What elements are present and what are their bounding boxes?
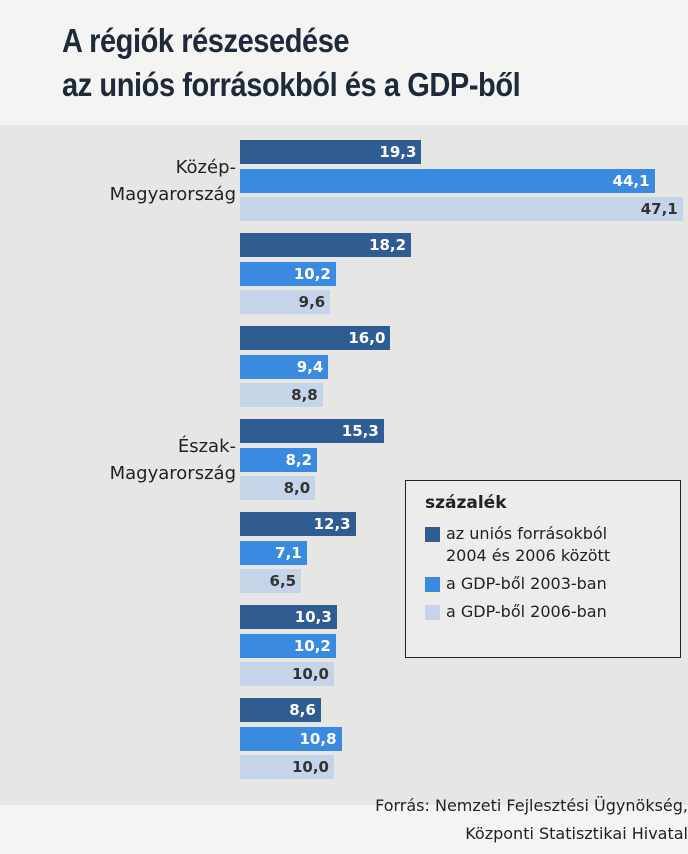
- value-label: 47,1: [640, 200, 678, 218]
- value-label: 8,8: [291, 386, 318, 404]
- legend-swatch: [425, 605, 440, 620]
- category-label: Észak- Magyarország: [109, 436, 236, 484]
- legend-label: a GDP-ből 2003-ban: [446, 574, 607, 593]
- legend-swatch: [425, 577, 440, 592]
- value-label: 10,0: [291, 758, 329, 776]
- value-label: 8,6: [289, 701, 316, 719]
- category-label: Közép- Magyarország: [109, 157, 236, 205]
- bar: [240, 540, 307, 565]
- value-label: 10,2: [293, 264, 331, 283]
- bar: [240, 197, 683, 221]
- bar: [240, 168, 655, 193]
- value-label: 6,5: [269, 572, 297, 590]
- bar: [240, 383, 323, 407]
- bar: [240, 233, 412, 257]
- value-label: 10,8: [299, 729, 337, 748]
- bar: [240, 419, 384, 443]
- bar: [240, 605, 337, 629]
- legend: százalék az uniós forrásokból 2004 és 200…: [405, 480, 681, 658]
- bar: [240, 261, 336, 286]
- bar: [240, 140, 422, 164]
- bar: [240, 476, 316, 500]
- bar: [240, 633, 336, 658]
- chart-title: A régiók részesedése: [62, 22, 350, 59]
- value-label: 10,3: [294, 608, 332, 626]
- bar: [240, 354, 329, 379]
- bar: [240, 755, 334, 779]
- value-label: 18,2: [369, 236, 407, 254]
- value-label: 9,4: [296, 357, 324, 376]
- legend-label: az uniós forrásokból 2004 és 2006 között: [446, 524, 611, 565]
- value-label: 19,3: [379, 143, 417, 161]
- value-label: 8,0: [283, 479, 311, 497]
- bar: [240, 569, 302, 593]
- legend-label: a GDP-ből 2006-ban: [446, 602, 607, 621]
- value-label: 44,1: [612, 171, 650, 190]
- value-label: 10,2: [293, 636, 331, 655]
- value-label: 9,6: [298, 293, 326, 311]
- legend-title: százalék: [425, 493, 507, 513]
- bar: [240, 512, 356, 536]
- bar: [240, 326, 391, 350]
- value-label: 7,1: [275, 543, 302, 562]
- bar: [240, 662, 334, 686]
- source: Forrás: Nemzeti Fejlesztési Ügynökség,: [375, 796, 688, 815]
- source: Központi Statisztikai Hivatal: [465, 824, 688, 843]
- value-label: 15,3: [341, 422, 379, 440]
- chart-panel: [0, 125, 688, 805]
- bar: [240, 698, 321, 722]
- legend-swatch: [425, 527, 440, 542]
- bar: [240, 290, 331, 314]
- value-label: 16,0: [348, 329, 386, 347]
- chart-title: az uniós forrásokból és a GDP-ből: [62, 66, 521, 103]
- bar: [240, 726, 342, 751]
- value-label: 8,2: [285, 450, 313, 469]
- value-label: 12,3: [313, 515, 351, 533]
- value-label: 10,0: [291, 665, 329, 683]
- bar: [240, 447, 318, 472]
